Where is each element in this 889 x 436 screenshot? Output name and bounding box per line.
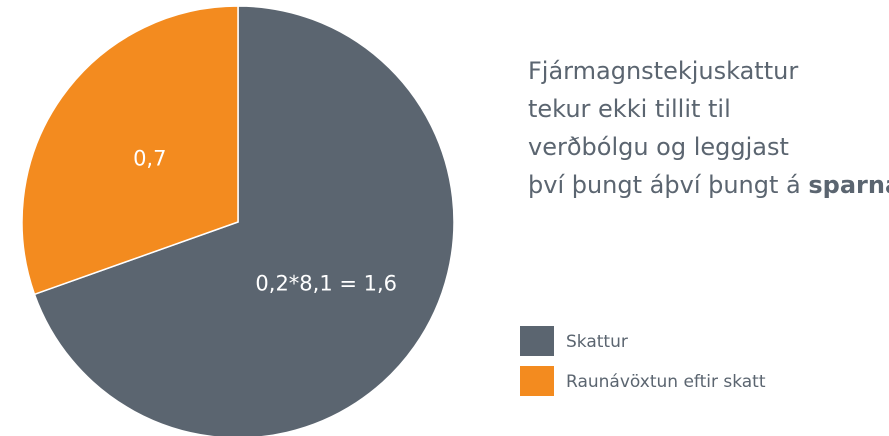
title: Fjármagnstekjuskattur tekur ekki tillit t…: [528, 57, 889, 199]
title-line: Fjármagnstekjuskattur: [528, 57, 798, 85]
title-line: tekur ekki tillit til: [528, 95, 731, 123]
title-bold: sparnað: [808, 171, 889, 199]
slice-label: 0,2*8,1 = 1,6: [255, 271, 397, 295]
title-line: því þungt áþví þungt á sparnað: [528, 171, 889, 199]
legend-label: Raunávöxtun eftir skatt: [566, 372, 766, 392]
pie-slice: [33, 5, 455, 436]
pie-slice: [21, 5, 239, 296]
legend-label: Skattur: [566, 332, 628, 352]
legend-swatch: [520, 326, 554, 356]
title-line: verðbólgu og leggjast: [528, 133, 789, 161]
legend-swatch: [520, 366, 554, 396]
title-text: því þungt á: [664, 171, 800, 199]
slice-label: 0,7: [133, 147, 166, 171]
